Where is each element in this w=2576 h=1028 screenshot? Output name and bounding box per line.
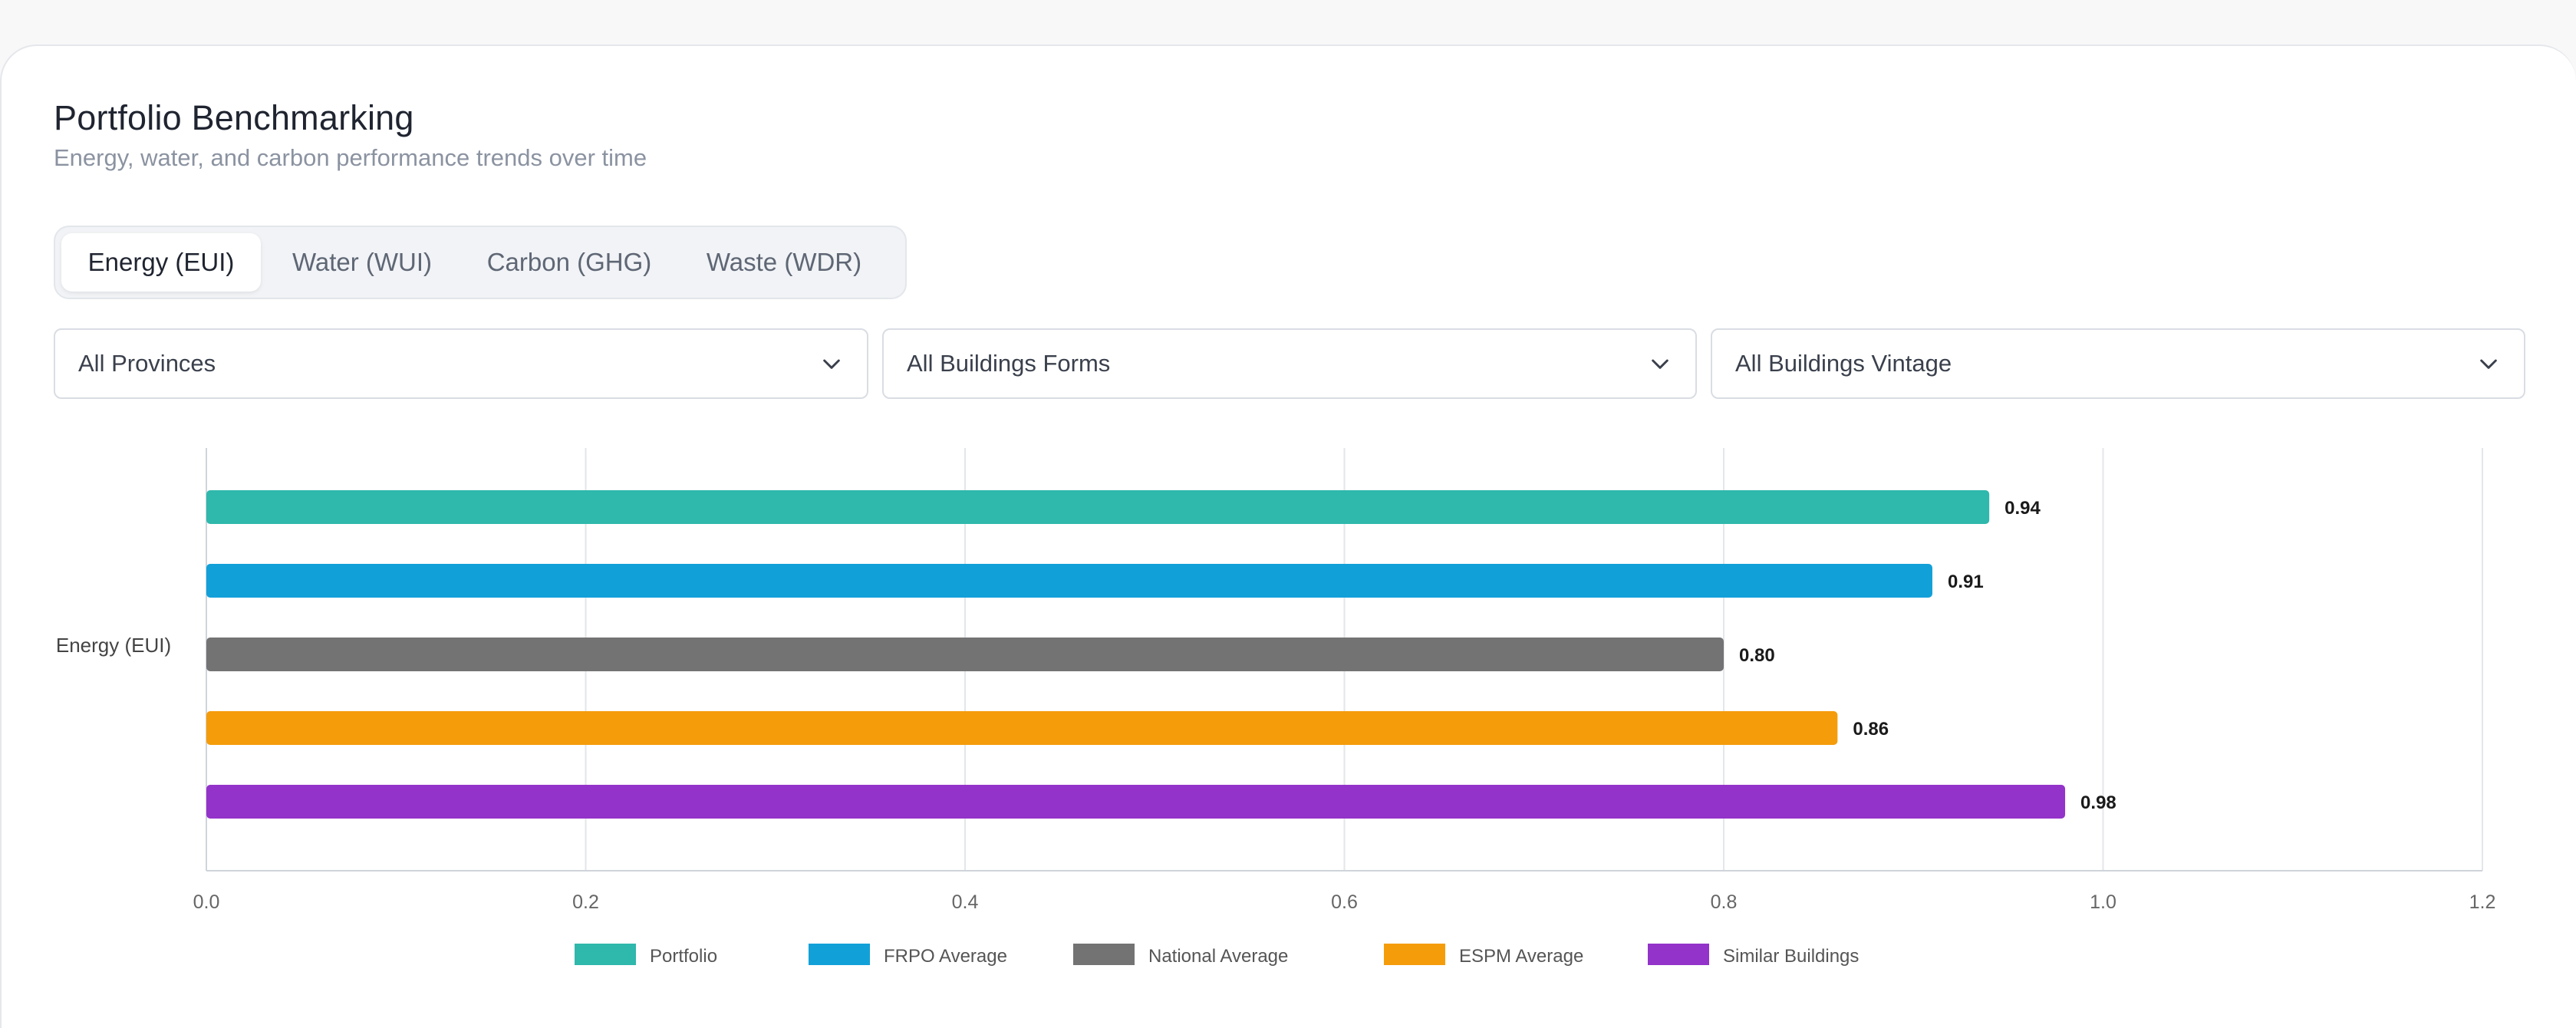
legend-label[interactable]: National Average [1148, 946, 1288, 967]
chevron-down-icon [1652, 359, 1668, 369]
bar-similar-buildings[interactable] [206, 785, 2066, 819]
bar-portfolio[interactable] [206, 490, 1990, 524]
legend-label[interactable]: Portfolio [650, 946, 717, 967]
tab-waste[interactable]: Waste (WDR) [706, 248, 862, 276]
province-select[interactable]: All Provinces [54, 328, 868, 399]
metric-tabs: Energy (EUI) Water (WUI) Carbon (GHG) Wa… [54, 226, 907, 299]
x-tick-label: 0.6 [1331, 891, 1358, 913]
chevron-down-icon [823, 359, 840, 369]
bar-value-label: 0.94 [2004, 498, 2041, 519]
x-tick-label: 0.4 [952, 891, 979, 913]
building-form-select-value: All Buildings Forms [907, 350, 1111, 377]
y-category-label: Energy (EUI) [56, 634, 171, 657]
legend-swatch[interactable] [1648, 944, 1709, 965]
x-tick-label: 0.8 [1711, 891, 1738, 913]
x-tick-label: 1.2 [2469, 891, 2496, 913]
page-subtitle: Energy, water, and carbon performance tr… [54, 144, 647, 171]
building-vintage-select-value: All Buildings Vintage [1735, 350, 1952, 377]
bar-frpo-average[interactable] [206, 564, 1932, 598]
legend-label[interactable]: Similar Buildings [1723, 946, 1859, 967]
bar-value-label: 0.80 [1739, 645, 1775, 666]
province-select-value: All Provinces [78, 350, 216, 377]
page-title: Portfolio Benchmarking [54, 98, 414, 137]
building-vintage-select[interactable]: All Buildings Vintage [1711, 328, 2525, 399]
legend-label[interactable]: FRPO Average [884, 946, 1007, 967]
tab-carbon[interactable]: Carbon (GHG) [486, 248, 652, 276]
tab-water[interactable]: Water (WUI) [292, 248, 433, 276]
x-tick-label: 1.0 [2090, 891, 2116, 913]
bar-value-label: 0.98 [2080, 792, 2116, 813]
building-form-select[interactable]: All Buildings Forms [882, 328, 1697, 399]
tab-energy[interactable]: Energy (EUI) [61, 233, 261, 292]
legend-swatch[interactable] [575, 944, 636, 965]
legend-swatch[interactable] [1384, 944, 1445, 965]
benchmarking-card [0, 44, 2576, 1028]
bar-national-average[interactable] [206, 638, 1724, 671]
bar-value-label: 0.86 [1853, 719, 1889, 740]
legend-swatch[interactable] [809, 944, 870, 965]
legend-label[interactable]: ESPM Average [1459, 946, 1583, 967]
x-tick-label: 0.2 [572, 891, 599, 913]
chevron-down-icon [2480, 359, 2497, 369]
bar-value-label: 0.91 [1948, 572, 1984, 592]
bar-espm-average[interactable] [206, 711, 1838, 745]
legend-swatch[interactable] [1073, 944, 1135, 965]
x-tick-label: 0.0 [193, 891, 220, 913]
